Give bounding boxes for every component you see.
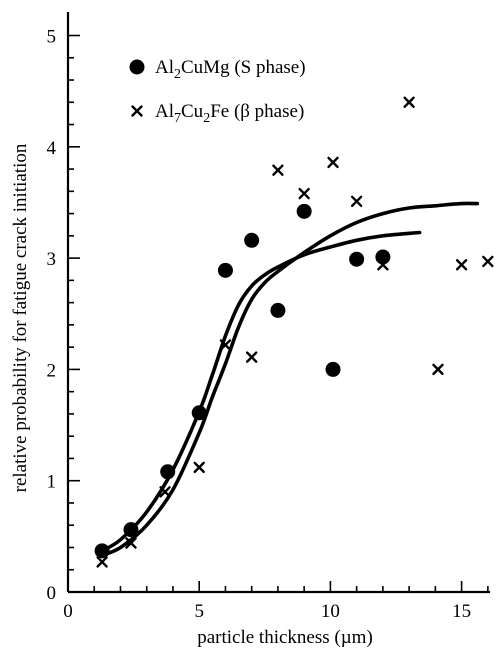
cross-point-stroke: [403, 96, 415, 108]
cross-point-stroke: [455, 259, 468, 271]
cross-point: [219, 339, 232, 351]
cross-point: [298, 187, 310, 200]
data-points: [94, 96, 494, 568]
fit-curve-1: [100, 230, 422, 553]
x-tick-label: 10: [321, 601, 340, 622]
cross-point: [455, 259, 468, 271]
legend-cross-marker: [131, 105, 143, 117]
cross-point: [432, 363, 444, 376]
legend-entry: Al7Cu2Fe (β phase): [155, 101, 304, 126]
cross-point-stroke: [125, 537, 137, 549]
circle-point: [94, 543, 110, 559]
cross-point-stroke: [377, 259, 389, 271]
cross-point-stroke: [159, 486, 171, 498]
x-tick-label: 5: [194, 601, 204, 622]
cross-point-stroke: [298, 187, 310, 200]
cross-point: [96, 556, 108, 568]
cross-point: [125, 537, 137, 549]
y-tick-label: 5: [47, 27, 57, 48]
x-axis-label: particle thickness (µm): [197, 627, 373, 648]
cross-point-stroke: [482, 255, 494, 268]
cross-point: [272, 164, 284, 176]
fit-curves: [100, 201, 480, 558]
cross-point: [327, 156, 339, 169]
legend-entry: Al2CuMg (S phase): [155, 57, 306, 82]
legend: Al2CuMg (S phase) Al7Cu2Fe (β phase): [129, 57, 306, 126]
cross-point: [245, 351, 258, 363]
cross-point-stroke: [350, 195, 363, 208]
circle-point: [349, 251, 365, 267]
x-tick-label: 15: [452, 601, 471, 622]
circle-point: [217, 262, 233, 278]
legend-cross-marker-stroke: [131, 105, 143, 117]
x-tick-label: 0: [63, 601, 73, 622]
y-tick-label: 3: [47, 249, 57, 270]
cross-point-stroke: [327, 156, 339, 169]
cross-point: [403, 96, 415, 108]
axes: 0 5 10 15 0 1 2 3 4 5: [47, 12, 490, 622]
circle-point: [244, 232, 260, 248]
circle-point: [375, 249, 391, 265]
cross-point: [193, 461, 205, 474]
cross-point-stroke: [272, 164, 284, 176]
y-axis-label: relative probability for fatigue crack i…: [10, 143, 31, 492]
cross-point-stroke: [193, 461, 205, 474]
cross-point-stroke: [219, 339, 232, 351]
cross-point: [350, 195, 363, 208]
circle-point: [270, 302, 286, 318]
fit-curve-2: [100, 201, 480, 558]
circle-point: [296, 203, 312, 219]
cross-point-stroke: [432, 363, 444, 376]
cross-point-stroke: [245, 351, 258, 363]
y-tick-label: 1: [47, 472, 57, 493]
cross-point: [482, 255, 494, 268]
y-tick-label: 0: [47, 583, 57, 604]
cross-point: [159, 486, 171, 498]
cross-point: [377, 259, 389, 271]
circle-point: [123, 522, 139, 538]
y-tick-label: 2: [47, 360, 57, 381]
circle-point: [160, 464, 176, 480]
circle-point: [191, 405, 207, 421]
cross-point-stroke: [96, 556, 108, 568]
y-tick-label: 4: [47, 138, 57, 159]
legend-circle-marker: [129, 59, 145, 75]
circle-point: [325, 361, 341, 377]
